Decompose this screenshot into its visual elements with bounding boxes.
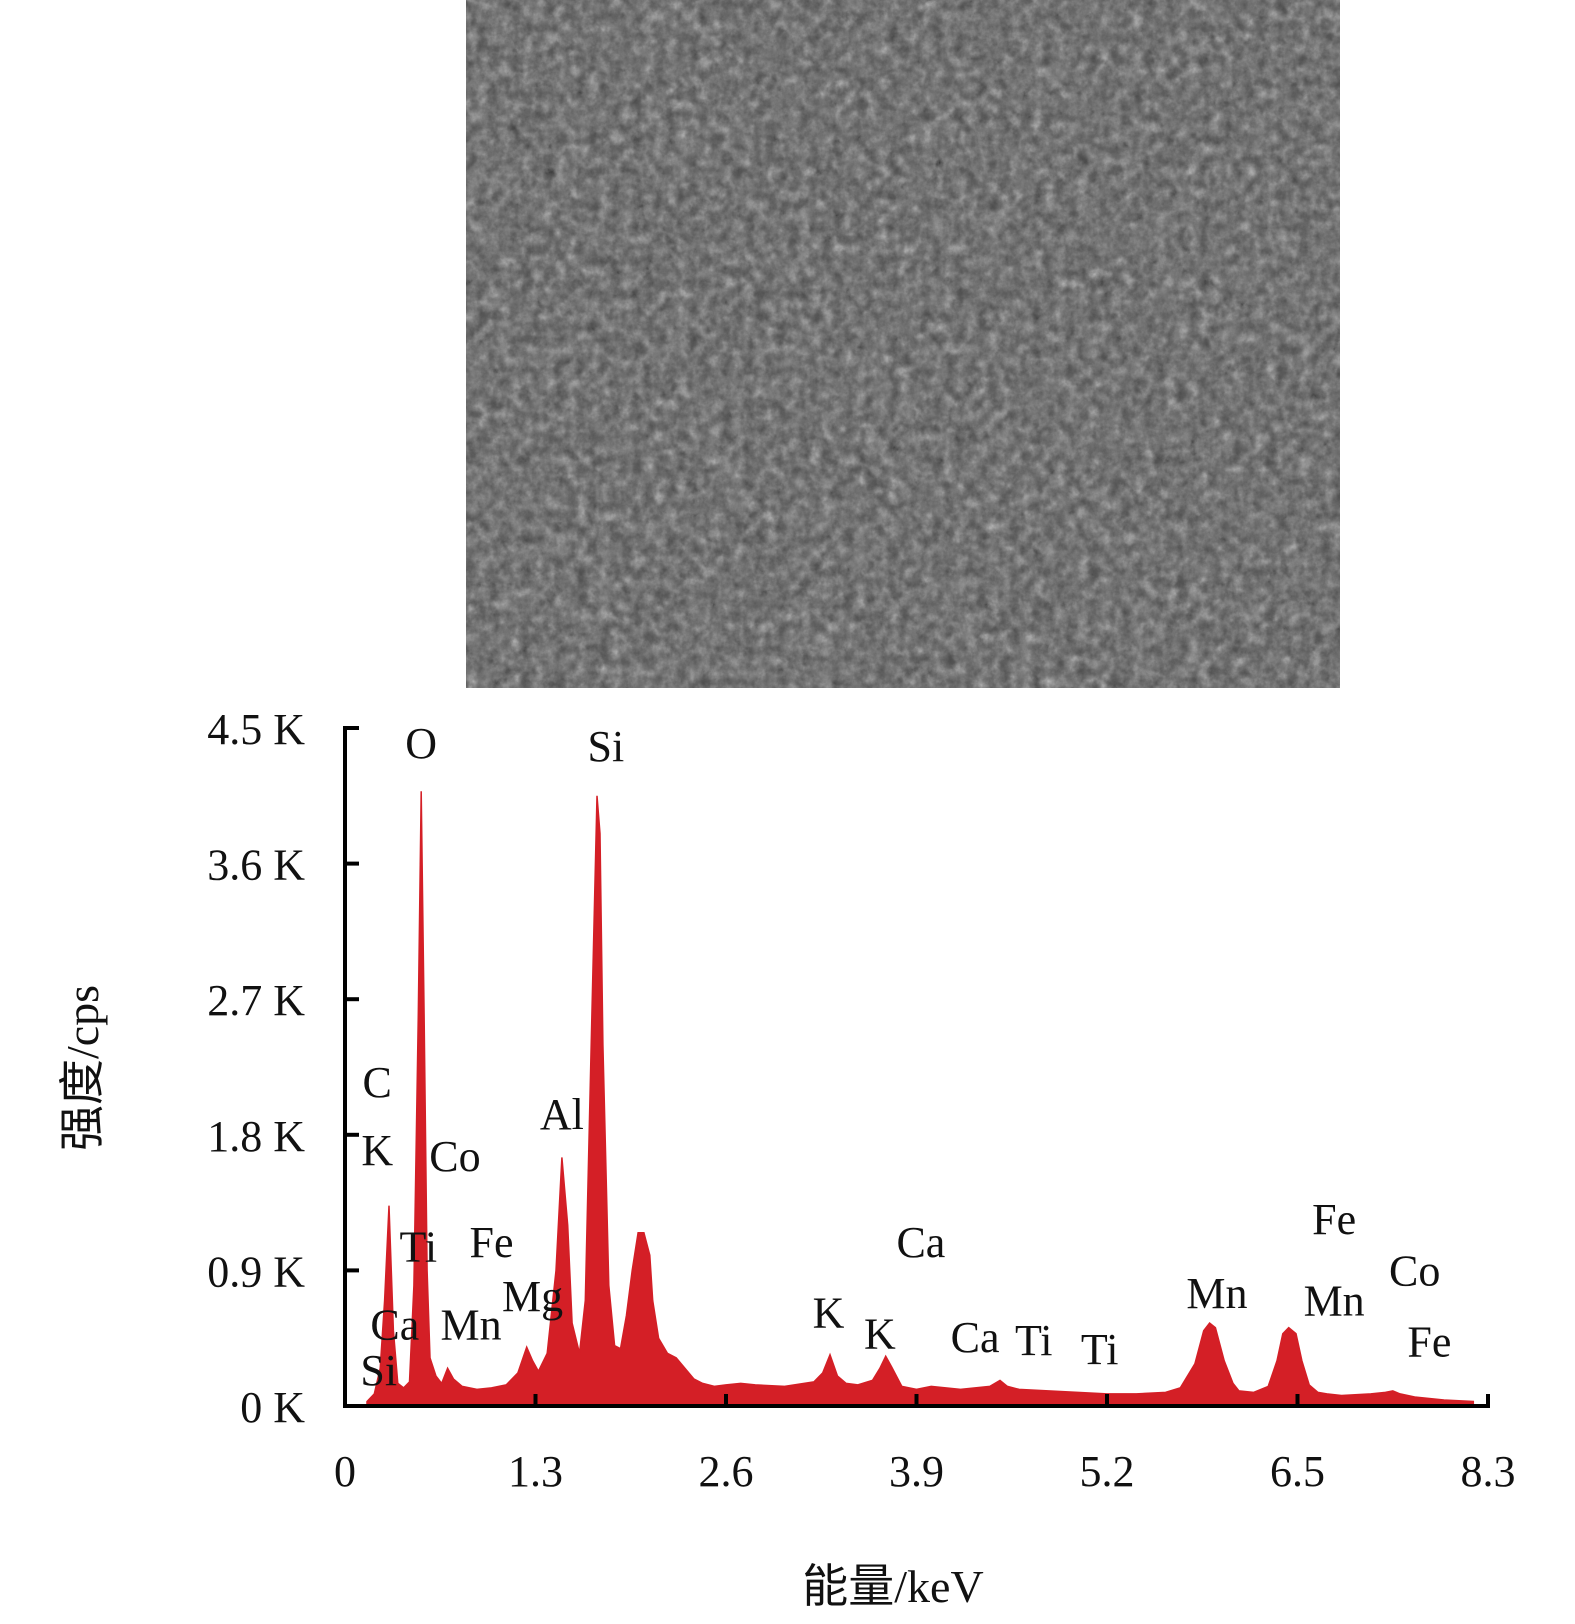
peak-label: Fe: [470, 1218, 514, 1267]
sem-micrograph: [466, 0, 1340, 688]
peak-label: C: [363, 1058, 392, 1107]
peak-label: K: [813, 1289, 845, 1338]
y-tick-label: 1.8 K: [207, 1112, 305, 1161]
x-tick-label: 2.6: [699, 1447, 754, 1496]
peak-label: Ti: [1015, 1316, 1053, 1365]
peak-label: K: [361, 1126, 393, 1175]
axes: 0 K 0.9 K 1.8 K 2.7 K 3.6 K 4.5 K 0 1.3 2.6 3.9 5.…: [207, 705, 1515, 1496]
peak-label: Si: [587, 722, 624, 771]
y-axis-title: 强度/cps: [57, 985, 108, 1151]
peak-label: Ca: [951, 1313, 1000, 1362]
x-tick-label: 5.2: [1080, 1447, 1135, 1496]
peak-label: Mg: [502, 1272, 563, 1321]
x-tick-label: 1.3: [508, 1447, 563, 1496]
peak-label: Al: [540, 1090, 584, 1139]
peak-label: Co: [1389, 1246, 1440, 1295]
spectrum-area-0: [366, 791, 1475, 1407]
y-tick-label: 0.9 K: [207, 1247, 305, 1296]
peak-label: Ca: [370, 1301, 419, 1350]
x-tick-label: 3.9: [889, 1447, 944, 1496]
x-axis-title: 能量/keV: [802, 1561, 983, 1612]
x-tick-label: 6.5: [1270, 1447, 1325, 1496]
peak-label: Fe: [1407, 1317, 1451, 1366]
peak-label: O: [405, 719, 437, 768]
peak-label: Co: [429, 1132, 480, 1181]
peak-label: Si: [360, 1346, 397, 1395]
y-tick-label: 0 K: [240, 1383, 305, 1432]
peak-label: Mn: [1186, 1269, 1247, 1318]
x-tick-label: 0: [334, 1447, 356, 1496]
peak-label: Ti: [1081, 1325, 1119, 1374]
spectrum-series: [366, 791, 1475, 1407]
peak-label: Mn: [1304, 1277, 1365, 1326]
peak-label: Ca: [896, 1218, 945, 1267]
peak-label: Mn: [440, 1301, 501, 1350]
y-tick-label: 3.6 K: [207, 841, 305, 890]
peak-label: K: [864, 1310, 896, 1359]
peak-label: Ti: [399, 1222, 437, 1271]
x-tick-label: 8.3: [1461, 1447, 1516, 1496]
y-tick-label: 4.5 K: [207, 705, 305, 754]
y-tick-label: 2.7 K: [207, 976, 305, 1025]
peak-label: Fe: [1312, 1195, 1356, 1244]
